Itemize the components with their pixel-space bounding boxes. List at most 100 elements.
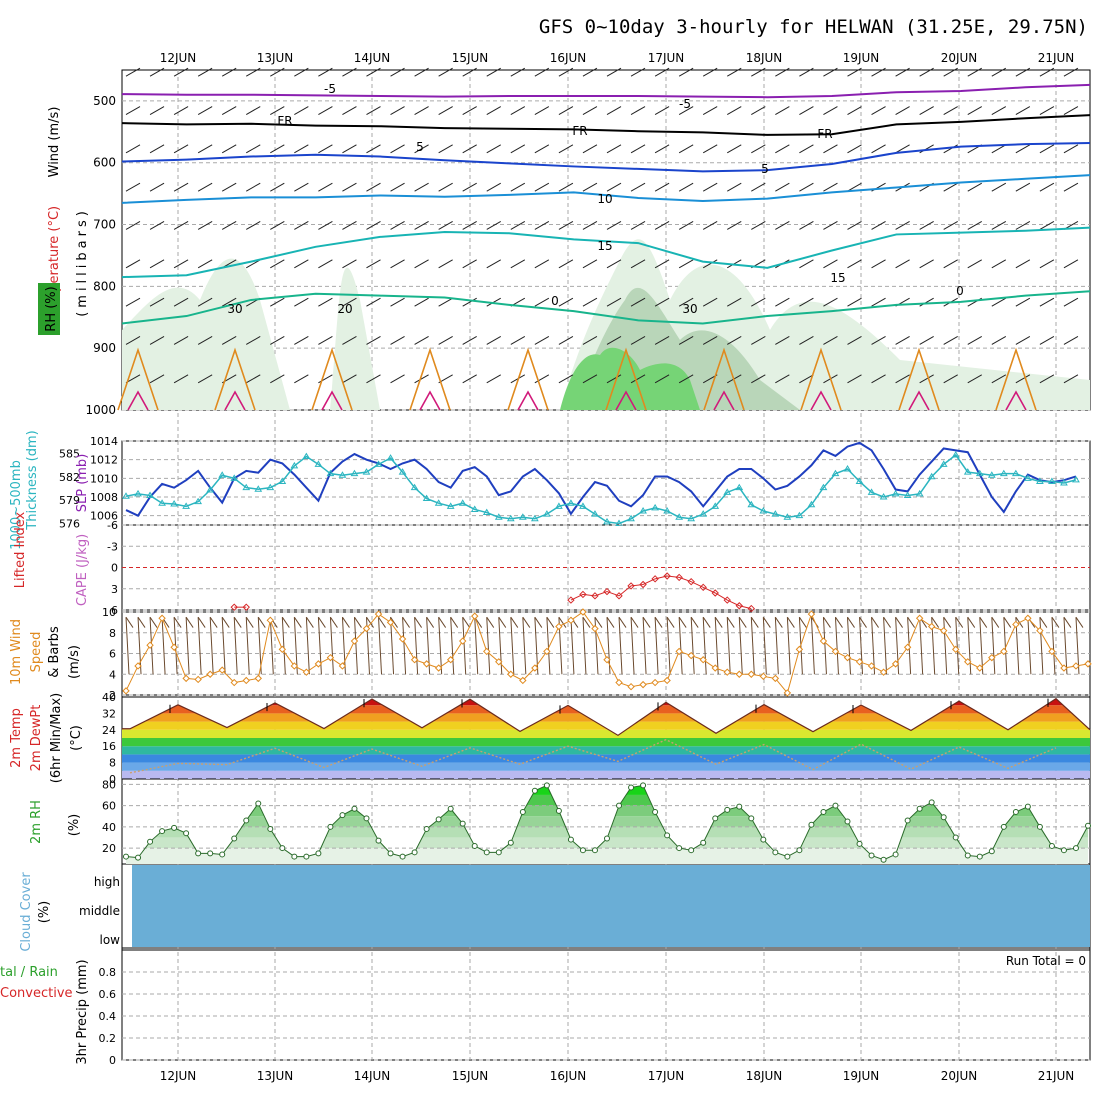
wind-speed-marker: [230, 678, 238, 687]
wind-barb: [678, 144, 694, 154]
wind-barb: [197, 374, 213, 384]
rh-tick-label: 60: [102, 800, 116, 813]
rh-marker: [1024, 803, 1031, 810]
thickness-marker: [266, 483, 275, 491]
rh-marker: [411, 849, 418, 856]
wind-barb: [558, 144, 574, 154]
thickness-marker: [555, 502, 563, 509]
wind-barb: [943, 259, 958, 269]
wind-barb: [919, 374, 934, 384]
wind-barb: [197, 144, 213, 154]
wind-barb: [246, 144, 261, 154]
wind-barb: [438, 259, 453, 269]
wind-speed-marker: [675, 647, 683, 656]
wind-barb: [558, 67, 574, 77]
wind-barb: [414, 221, 429, 230]
wind-barb: [462, 336, 477, 345]
surface-isotherm-hot: [615, 390, 637, 411]
rh-marker: [363, 815, 370, 822]
wind-speed-marker: [735, 670, 743, 678]
thickness-marker: [843, 465, 852, 472]
wind-tick-label: 10: [102, 606, 116, 619]
wind-speed-marker: [531, 664, 539, 672]
surface-isotherm-hot: [224, 390, 246, 411]
wind-barb: [438, 67, 453, 77]
wind-barb: [149, 106, 165, 115]
temp-band: [122, 754, 1090, 763]
contour-label: FR: [817, 127, 832, 141]
wind-speed-marker: [458, 637, 467, 645]
wind-speed-marker: [278, 645, 287, 654]
wind-barb-10m: [474, 617, 479, 675]
wind-barb-10m: [161, 617, 166, 675]
wind-barb-10m: [378, 617, 383, 675]
thickness-marker: [603, 517, 611, 525]
wind-barb: [246, 259, 261, 269]
wind-barb: [366, 336, 381, 345]
rh-marker: [604, 835, 610, 842]
rh-marker: [904, 817, 911, 824]
wind-barb: [534, 336, 550, 345]
wind-barb-10m: [462, 617, 467, 675]
wind-barb-flag: [209, 616, 218, 628]
wind-barb: [486, 67, 501, 77]
wind-speed-marker: [976, 664, 984, 672]
rh-marker: [1085, 822, 1091, 829]
wind-speed-marker: [422, 660, 431, 668]
wind-barb-10m: [305, 617, 310, 675]
wind-barb-10m: [642, 617, 647, 675]
precip-tick-label: 0.4: [99, 1010, 117, 1023]
slp-tick-label: 1006: [90, 510, 118, 523]
wind-barb-10m: [1063, 617, 1068, 675]
wind-barb: [775, 182, 790, 192]
wind-speed-marker: [170, 643, 178, 651]
wind-barb: [318, 67, 333, 77]
wind-barb: [149, 374, 165, 384]
wind-barb: [125, 106, 141, 115]
wind-barb: [847, 182, 862, 192]
wind-barb: [438, 144, 453, 154]
rh-marker: [928, 799, 935, 806]
temp2m-axis-title-1: 2m Temp: [9, 708, 24, 768]
wind-barb: [462, 259, 477, 269]
wind-barb: [702, 297, 718, 307]
lifted-index-panel: 6 3 0 -3 -6: [107, 519, 1090, 617]
wind-speed-marker: [182, 674, 190, 683]
rh-marker: [724, 806, 731, 813]
wind-speed-marker: [711, 664, 719, 672]
rh-marker: [291, 853, 298, 860]
precip-convective-label: Convective: [0, 986, 73, 1001]
wind-barb: [895, 144, 910, 154]
wind-barb-10m: [402, 617, 407, 675]
wind-barb-flag: [907, 616, 916, 628]
thickness-marker: [386, 454, 395, 461]
temp-band: [122, 738, 1090, 747]
wind-barb: [221, 297, 237, 307]
wind-barb: [318, 297, 333, 307]
lifted-index-marker: [675, 573, 683, 582]
isotherm-10: [121, 174, 1091, 204]
wind-barb-flag: [1039, 616, 1048, 628]
wind-barb: [1039, 374, 1055, 384]
wind-speed-marker: [615, 678, 623, 687]
wind-barb: [967, 182, 982, 192]
top-date-label: 15JUN: [452, 51, 489, 65]
contour-label: 5: [416, 140, 424, 154]
wind-barb: [991, 336, 1007, 345]
wind-barb: [991, 297, 1007, 307]
pressure-tick-label: 600: [93, 156, 116, 170]
wind-barb: [678, 67, 694, 77]
wind-barb: [390, 182, 405, 192]
wind-barb: [702, 336, 718, 345]
upper-air-panel: 500 600 700 800 900 1000 -5 -5 FR FR FR 5 5 10 15 15 20 0…: [85, 67, 1091, 417]
thickness-marker: [1036, 477, 1044, 484]
wind-barb-10m: [678, 617, 683, 675]
wind-tick-label: 2: [109, 689, 116, 702]
wind-barb: [486, 182, 501, 192]
wind-10m-panel: 2 4 6 8 10: [102, 606, 1092, 702]
wind-barb: [366, 297, 381, 307]
wind-barb: [582, 259, 598, 269]
thickness-marker: [434, 499, 443, 506]
wind-speed-marker: [1012, 620, 1020, 629]
wind-barb: [967, 221, 982, 230]
